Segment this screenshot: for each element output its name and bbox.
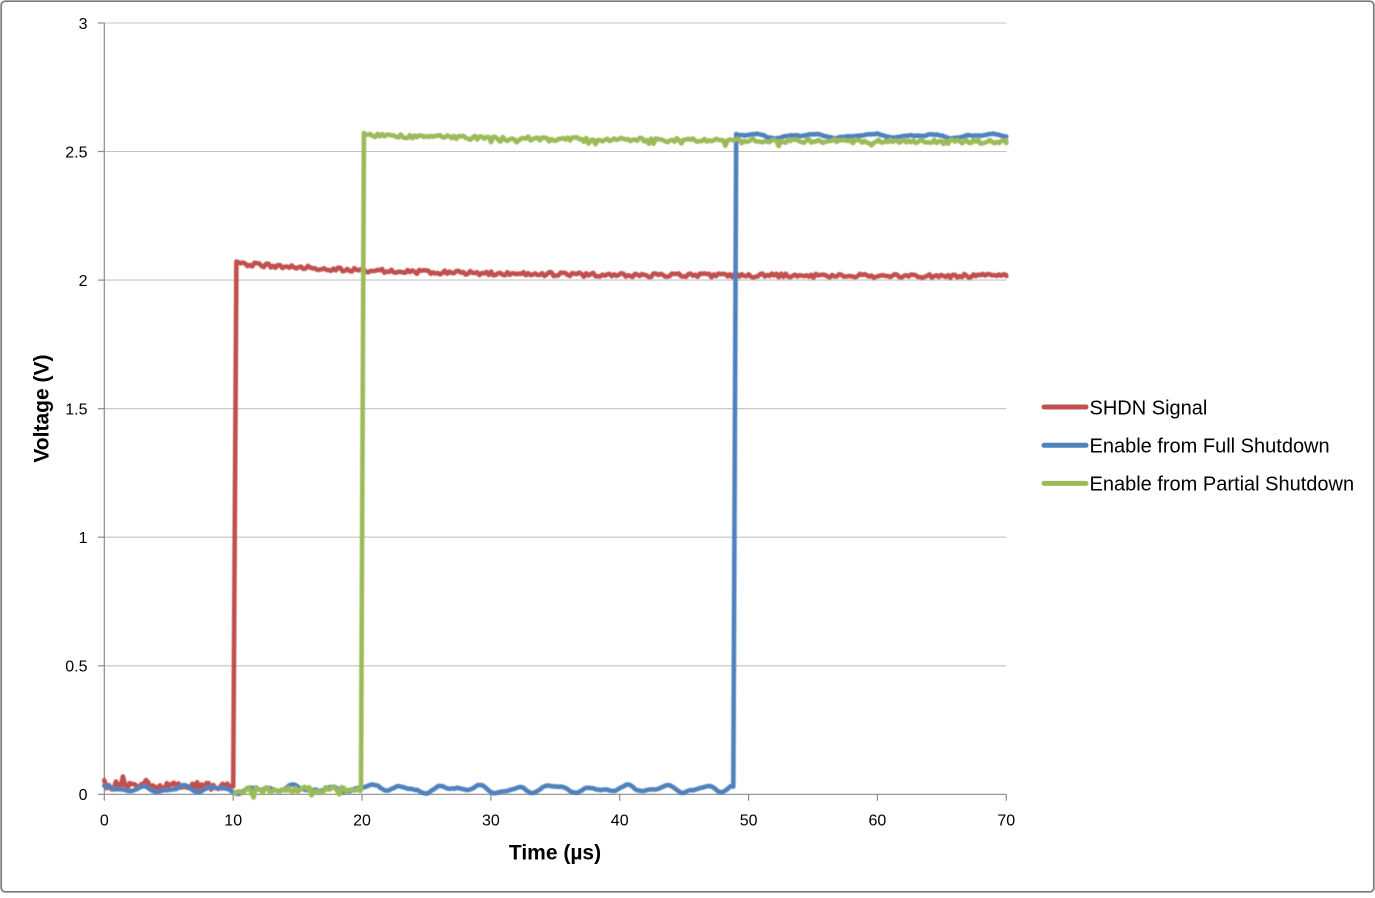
svg-text:Enable from Full Shutdown: Enable from Full Shutdown (1090, 436, 1330, 458)
svg-text:30: 30 (482, 812, 500, 829)
svg-text:10: 10 (224, 812, 242, 829)
svg-text:20: 20 (353, 812, 371, 829)
svg-text:Time (µs): Time (µs) (509, 842, 601, 865)
svg-text:0: 0 (100, 812, 109, 829)
svg-text:40: 40 (611, 812, 629, 829)
svg-text:2: 2 (79, 273, 88, 290)
svg-text:50: 50 (740, 812, 758, 829)
svg-text:Voltage (V): Voltage (V) (30, 355, 53, 463)
svg-text:2.5: 2.5 (65, 144, 87, 161)
svg-text:70: 70 (997, 812, 1015, 829)
svg-text:3: 3 (79, 16, 88, 33)
svg-text:SHDN Signal: SHDN Signal (1090, 397, 1208, 419)
svg-text:1.5: 1.5 (65, 402, 87, 419)
svg-text:60: 60 (869, 812, 887, 829)
svg-text:0.5: 0.5 (65, 659, 87, 676)
svg-text:1: 1 (79, 530, 88, 547)
svg-text:Enable from Partial Shutdown: Enable from Partial Shutdown (1090, 474, 1355, 496)
svg-text:0: 0 (79, 787, 88, 804)
